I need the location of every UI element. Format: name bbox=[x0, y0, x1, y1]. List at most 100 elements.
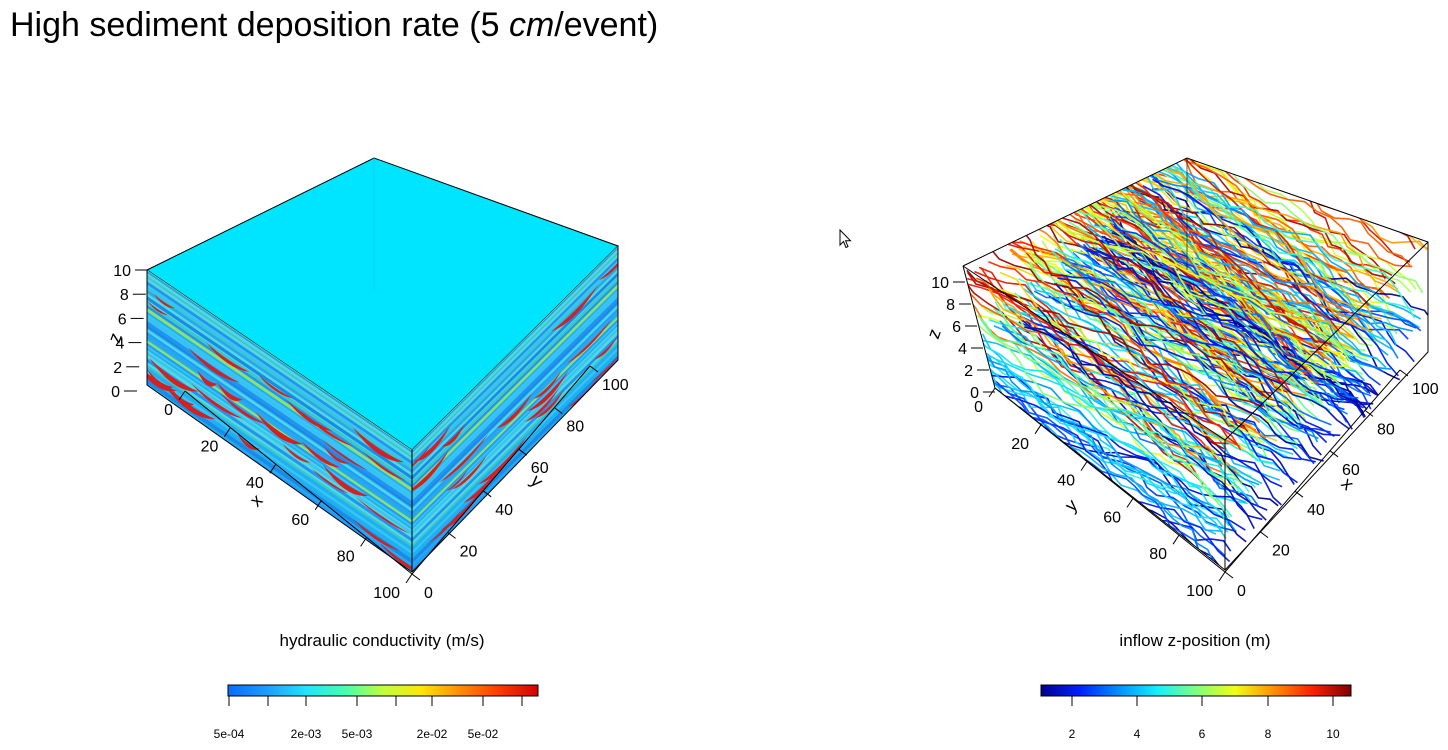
right-streamlines bbox=[963, 158, 1428, 569]
layer-stripe bbox=[412, 294, 618, 502]
layer-stripe bbox=[147, 331, 412, 515]
layer-stripe bbox=[147, 276, 412, 459]
tick-label: 100 bbox=[1412, 381, 1439, 398]
streamline bbox=[974, 370, 1263, 521]
right-z-axis: 10 8 6 4 2 0 bbox=[931, 275, 995, 402]
streamline bbox=[975, 348, 1214, 561]
streamline bbox=[1021, 319, 1282, 506]
streamline bbox=[1063, 180, 1319, 385]
streamline bbox=[980, 267, 1223, 468]
layer-stripe bbox=[412, 293, 618, 499]
tick-label: 4 bbox=[115, 336, 124, 353]
tick bbox=[360, 537, 368, 547]
red-lens bbox=[441, 423, 465, 447]
layer-stripe bbox=[147, 289, 412, 474]
streamline bbox=[1100, 176, 1351, 362]
streamline bbox=[1114, 199, 1413, 332]
left-right-layers bbox=[412, 246, 618, 572]
layer-stripe bbox=[412, 318, 618, 526]
left-plot-caption: hydraulic conductivity (m/s) bbox=[279, 631, 484, 650]
layer-stripe bbox=[147, 311, 412, 494]
streamline bbox=[988, 246, 1264, 408]
tick bbox=[178, 390, 186, 401]
streamline bbox=[1073, 197, 1344, 355]
tick bbox=[1126, 498, 1134, 508]
layer-stripe bbox=[147, 281, 412, 465]
streamline bbox=[997, 294, 1273, 465]
streamline bbox=[1054, 248, 1331, 412]
tick-label: 20 bbox=[201, 439, 219, 456]
streamline bbox=[1076, 242, 1350, 398]
layer-stripe bbox=[147, 374, 412, 558]
layer-stripe bbox=[147, 296, 412, 480]
layer-stripe bbox=[147, 284, 412, 468]
tick bbox=[1172, 534, 1180, 545]
tick-label: 60 bbox=[1103, 509, 1121, 526]
left-colorbar-tick-label: 5e-04 bbox=[214, 727, 245, 741]
tick-label: 0 bbox=[970, 385, 979, 402]
layer-stripe bbox=[412, 277, 618, 485]
streamline bbox=[973, 339, 1229, 533]
tick bbox=[482, 490, 492, 498]
streamline bbox=[1051, 195, 1325, 360]
layer-stripe bbox=[147, 334, 412, 518]
tick bbox=[554, 407, 563, 415]
layer-stripe bbox=[412, 315, 618, 523]
layer-stripe bbox=[412, 260, 618, 468]
streamline bbox=[966, 277, 1238, 446]
tick bbox=[269, 463, 277, 474]
streamline bbox=[1142, 185, 1399, 377]
streamline bbox=[971, 318, 1243, 486]
streamline bbox=[975, 334, 1252, 502]
left-colorbar-tick-label: 2e-03 bbox=[291, 727, 322, 741]
tick-label: 80 bbox=[566, 419, 584, 436]
tick bbox=[1259, 531, 1269, 538]
layer-stripe bbox=[412, 287, 618, 494]
tick-label: 2 bbox=[113, 360, 122, 377]
tick bbox=[1364, 409, 1374, 417]
tick-label: 60 bbox=[291, 512, 309, 529]
right-colorbar-tick-label: 2 bbox=[1069, 727, 1076, 741]
layer-stripe bbox=[147, 361, 412, 545]
left-colorbar-bar bbox=[227, 684, 539, 697]
streamline bbox=[1140, 161, 1387, 341]
axis-line bbox=[411, 365, 591, 575]
tick-label: 8 bbox=[120, 287, 129, 304]
tick-label: 20 bbox=[460, 543, 478, 560]
layer-stripe bbox=[412, 272, 618, 480]
right-colorbar: 2 4 6 8 10 bbox=[1040, 684, 1352, 741]
streamline bbox=[1139, 158, 1415, 312]
layer-stripe bbox=[412, 283, 618, 492]
left-right-lenses bbox=[412, 250, 618, 543]
streamline bbox=[1085, 163, 1361, 320]
tick-label: 80 bbox=[1377, 421, 1395, 438]
red-lens bbox=[147, 362, 177, 392]
tick bbox=[1034, 424, 1042, 435]
layer-stripe bbox=[412, 305, 618, 512]
tick-label: 20 bbox=[1011, 436, 1029, 453]
tick-label: 80 bbox=[337, 548, 355, 565]
streamline bbox=[1152, 158, 1415, 327]
layer-stripe bbox=[147, 329, 412, 512]
layer-stripe bbox=[147, 321, 412, 505]
right-colorbar-tick-label: 4 bbox=[1134, 727, 1141, 741]
tick-label: 100 bbox=[1186, 583, 1213, 600]
streamline bbox=[1148, 171, 1422, 332]
streamline bbox=[1087, 195, 1338, 380]
axis-line bbox=[1224, 369, 1401, 573]
title-suffix: /event) bbox=[554, 6, 659, 44]
left-z-axis: 10 8 6 4 2 0 bbox=[111, 263, 148, 401]
tick-label: 60 bbox=[531, 460, 549, 477]
layer-stripe bbox=[412, 248, 618, 457]
layer-stripe bbox=[412, 252, 618, 459]
left-colorbar-tick-label: 2e-02 bbox=[417, 727, 448, 741]
streamline bbox=[981, 333, 1217, 535]
layer-stripe bbox=[412, 343, 618, 552]
tick-label: 6 bbox=[118, 311, 127, 328]
tick-label: 40 bbox=[1057, 473, 1075, 490]
tick-label: 20 bbox=[1272, 543, 1290, 560]
tick-label: 2 bbox=[964, 363, 973, 380]
layer-stripe bbox=[412, 353, 618, 560]
red-lens bbox=[237, 433, 260, 450]
